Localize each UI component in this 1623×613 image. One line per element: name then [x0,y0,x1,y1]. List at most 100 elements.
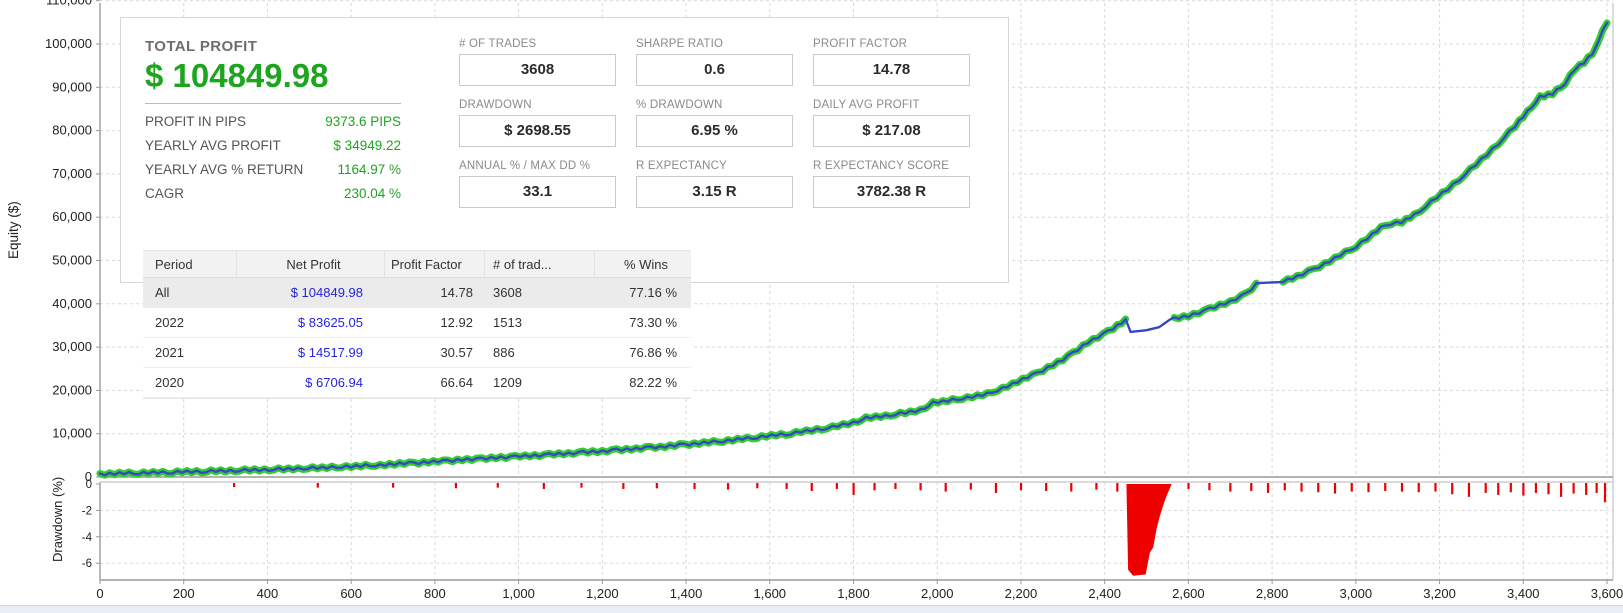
axis-tick-label: 100,000 [45,36,92,51]
drawdown-spike [1384,483,1387,491]
table-cell: 73.30 % [629,315,677,330]
axis-tick-label: 70,000 [52,166,92,181]
drawdown-spike [1300,483,1303,492]
stat-box: R EXPECTANCY SCORE 3782.38 R [813,160,970,208]
stat-box-label: PROFIT FACTOR [813,38,908,50]
drawdown-spike [655,483,658,489]
axis-tick-label: 2,800 [1256,586,1289,601]
axis-tick-label: 600 [340,586,362,601]
drawdown-spike [1484,483,1487,493]
table-row[interactable]: All $ 104849.98 14.78 3608 77.16 % [143,278,691,308]
profit-detail-row: YEARLY AVG % RETURN 1164.97 % [145,162,401,177]
equity-axis-label: Equity ($) [6,201,21,259]
equity-curve-band [1170,279,1260,323]
drawdown-spike [1367,483,1370,493]
stats-overlay-panel: TOTAL PROFIT $ 104849.98 PROFIT IN PIPS 9… [120,17,1009,283]
drawdown-spike [994,483,998,493]
axis-tick-label: 0 [96,586,103,601]
stat-box-value: 3608 [459,54,616,86]
drawdown-axis-label: Drawdown (%) [50,476,65,562]
drawdown-spike [944,483,947,492]
major-drawdown-area [1126,484,1172,576]
drawdown-spike [1603,483,1607,503]
axis-tick-label: 110,000 [46,0,92,8]
detail-label: PROFIT IN PIPS [145,114,247,129]
stat-box-label: DAILY AVG PROFIT [813,99,920,111]
axis-tick-label: 400 [257,586,279,601]
axis-tick-label: 2,200 [1005,586,1038,601]
table-cell: 3608 [493,285,522,300]
drawdown-spike [1266,483,1270,493]
detail-label: YEARLY AVG % RETURN [145,162,304,177]
total-profit-block: TOTAL PROFIT $ 104849.98 PROFIT IN PIPS 9… [145,38,401,210]
stat-boxes-grid: # OF TRADES 3608 SHARPE RATIO 0.6 PROFIT FAC… [459,38,970,208]
drawdown-spike [1572,483,1575,494]
axis-tick-label: 3,000 [1340,586,1373,601]
drawdown-spike [756,483,759,489]
axis-tick-label: 200 [173,586,195,601]
detail-label: YEARLY AVG PROFIT [145,138,281,153]
drawdown-spike [542,483,545,489]
equity-curve-band [1279,19,1611,286]
stat-box: ANNUAL % / MAX DD % 33.1 [459,160,616,208]
stat-box: DAILY AVG PROFIT $ 217.08 [813,99,970,147]
stat-box: R EXPECTANCY 3.15 R [636,160,793,208]
table-row[interactable]: 2021 $ 14517.99 30.57 886 76.86 % [143,338,691,368]
stat-box-value: $ 217.08 [813,115,970,147]
detail-value: 230.04 % [343,186,401,201]
axis-tick-label: -2 [82,505,92,517]
table-header-cell[interactable]: Profit Factor [385,251,485,277]
drawdown-spike [1350,483,1353,492]
table-cell: 12.92 [440,315,473,330]
drawdown-spike [1417,483,1420,493]
detail-label: CAGR [145,186,185,201]
drawdown-spike [919,483,922,491]
drawdown-spike [852,483,855,495]
drawdown-spike [454,483,458,489]
table-header-cell[interactable]: % Wins [623,256,669,272]
drawdown-spike [1070,483,1073,492]
drawdown-spike [1019,483,1023,491]
axis-tick-label: 1,000 [502,586,535,601]
drawdown-spike [1333,483,1337,494]
table-cell: 66.64 [440,375,473,390]
table-header-cell[interactable]: Period [143,251,237,277]
drawdown-spike [810,483,813,491]
axis-tick-label: 2,000 [921,586,954,601]
table-row[interactable]: 2020 $ 6706.94 66.64 1209 82.22 % [143,368,691,398]
drawdown-spike [1116,483,1119,492]
axis-tick-label: 1,400 [670,586,703,601]
drawdown-spike [1283,483,1286,491]
axis-tick-label: 2,600 [1172,586,1205,601]
profit-detail-list: PROFIT IN PIPS 9373.6 PIPS YEARLY AVG PROF… [145,114,401,201]
drawdown-spike [1559,483,1563,497]
table-cell: 886 [493,345,515,360]
table-cell: 2022 [155,315,184,330]
table-header-cell[interactable]: # of trad... [485,251,595,277]
table-row[interactable]: 2022 $ 83625.05 12.92 1513 73.30 % [143,308,691,338]
drawdown-spike [392,483,395,488]
stat-box-label: SHARPE RATIO [636,38,724,50]
stat-box: # OF TRADES 3608 [459,38,616,86]
axis-tick-label: 1,600 [754,586,787,601]
stat-box: DRAWDOWN $ 2698.55 [459,99,616,147]
drawdown-spike [580,483,583,488]
stat-box-label: ANNUAL % / MAX DD % [459,160,591,172]
drawdown-spike [1400,483,1404,492]
profit-detail-row: CAGR 230.04 % [145,186,401,201]
axis-tick-label: 60,000 [52,209,92,224]
detail-value: 9373.6 PIPS [325,114,401,129]
detail-value: $ 34949.22 [333,138,401,153]
drawdown-spike [1547,483,1550,495]
axis-tick-label: 50,000 [52,253,92,268]
stat-box: SHARPE RATIO 0.6 [636,38,793,86]
drawdown-spike [1595,483,1598,493]
axis-tick-label: -4 [82,532,93,544]
axis-tick-label: 10,000 [52,426,92,441]
stat-box-label: DRAWDOWN [459,99,532,111]
equity-curve-line [98,21,1609,477]
table-cell: 1513 [493,315,522,330]
axis-tick-label: 40,000 [52,296,92,311]
table-header-cell[interactable]: Net Profit [237,251,385,277]
